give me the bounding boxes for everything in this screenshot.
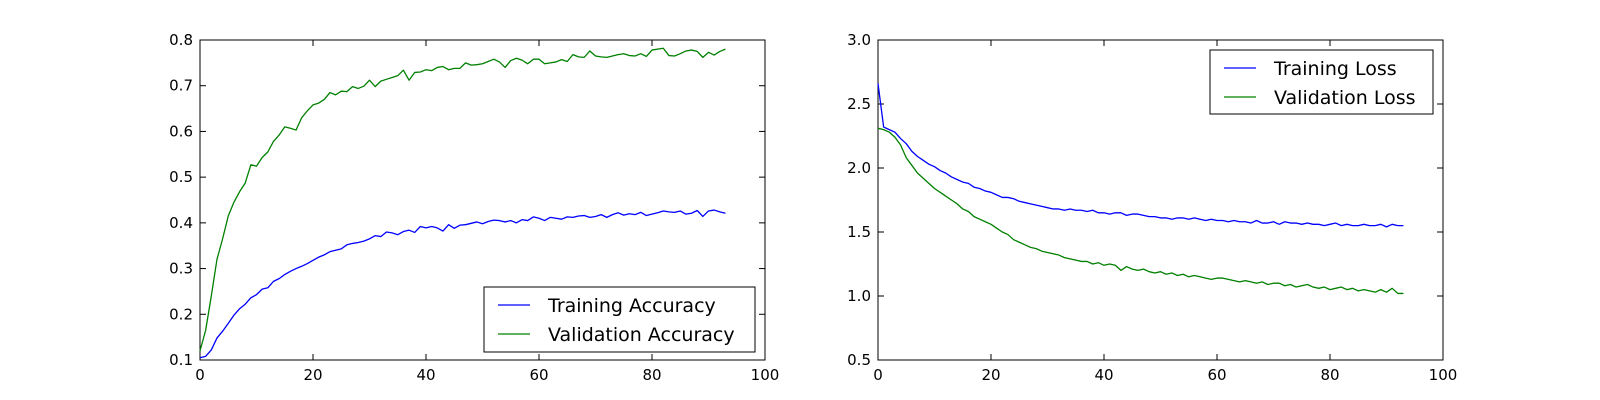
y-tick-label: 0.5 — [847, 351, 871, 369]
y-tick-label: 1.0 — [847, 287, 871, 305]
accuracy-chart: 0 20 40 60 80 100 0.1 0.2 0.3 0.4 0.5 0.6 0.7 0.8 Trai… — [169, 31, 779, 384]
axes-frame — [199, 39, 766, 361]
x-tick-label: 80 — [1320, 366, 1339, 384]
y-tick-label: 0.4 — [169, 214, 193, 232]
legend-box — [483, 286, 756, 353]
loss-chart: 0 20 40 60 80 100 0.5 1.0 1.5 2.0 2.5 3.0 Training L… — [847, 31, 1457, 384]
x-tick-label: 20 — [981, 366, 1000, 384]
x-tick-label: 100 — [1429, 366, 1458, 384]
y-tick-label: 3.0 — [847, 31, 871, 49]
legend: Training Accuracy Validation Accuracy — [483, 286, 756, 353]
axes-frame — [877, 39, 1444, 361]
legend-box — [1209, 49, 1434, 115]
y-tick-label: 2.0 — [847, 159, 871, 177]
x-tick-label: 40 — [1094, 366, 1113, 384]
y-tick-label: 0.1 — [169, 351, 193, 369]
y-tick-label: 0.3 — [169, 260, 193, 278]
y-tick-label: 0.7 — [169, 77, 193, 95]
x-tick-label: 20 — [303, 366, 322, 384]
x-tick-label: 60 — [529, 366, 548, 384]
x-tick-label: 0 — [873, 366, 883, 384]
validation-loss-line — [877, 127, 1404, 295]
x-tick-label: 60 — [1207, 366, 1226, 384]
training-loss-legend-label: Training Loss — [1273, 58, 1397, 80]
y-tick-label: 0.2 — [169, 305, 193, 323]
y-tick-label: 0.5 — [169, 168, 193, 186]
training-accuracy-legend-label: Training Accuracy — [547, 295, 716, 317]
validation-accuracy-line — [199, 47, 726, 352]
x-tick-label: 0 — [195, 366, 205, 384]
training-loss-line — [877, 83, 1404, 228]
x-tick-label: 40 — [416, 366, 435, 384]
training-accuracy-line — [199, 209, 726, 359]
y-tick-label: 0.6 — [169, 122, 193, 140]
y-tick-label: 1.5 — [847, 223, 871, 241]
y-tick-label: 0.8 — [169, 31, 193, 49]
validation-loss-legend-label: Validation Loss — [1274, 87, 1416, 109]
validation-accuracy-legend-label: Validation Accuracy — [548, 324, 735, 346]
y-tick-label: 2.5 — [847, 95, 871, 113]
x-tick-label: 80 — [642, 366, 661, 384]
x-tick-label: 100 — [751, 366, 780, 384]
legend: Training Loss Validation Loss — [1209, 49, 1434, 115]
